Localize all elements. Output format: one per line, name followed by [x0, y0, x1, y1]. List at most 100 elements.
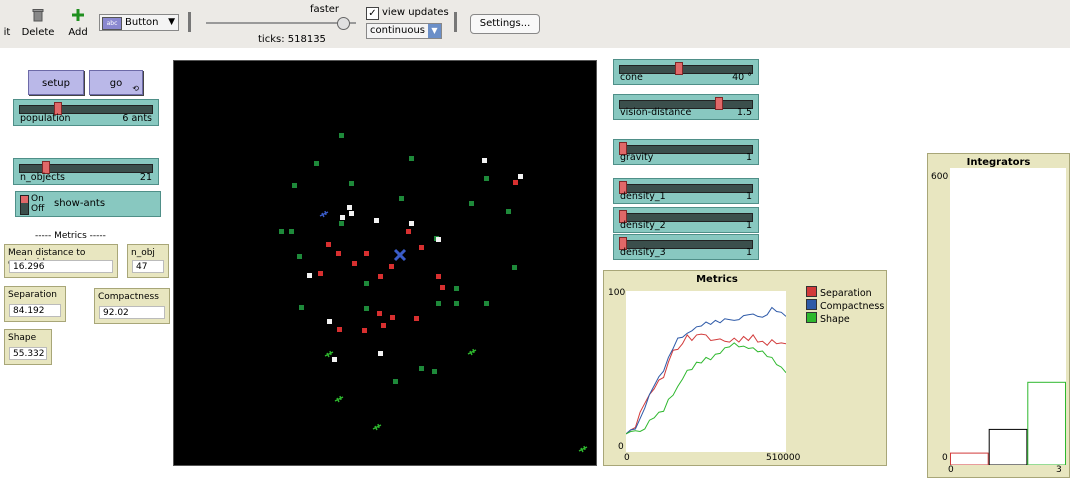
- switch-off-label: Off: [31, 204, 45, 214]
- vision-distance-slider[interactable]: vision-distance 1.5: [613, 94, 759, 120]
- world-view[interactable]: [173, 60, 597, 466]
- density-2-slider[interactable]: density_2 1: [613, 207, 759, 233]
- world-patch: [314, 161, 319, 166]
- world-patch: [340, 215, 345, 220]
- slider-thumb[interactable]: [619, 237, 627, 250]
- world-patch: [378, 351, 383, 356]
- integrators-plot[interactable]: Integrators 600 0 0 3: [927, 153, 1070, 478]
- world-patch: [406, 229, 411, 234]
- plot-title: Metrics: [696, 274, 738, 285]
- world-patch: [362, 328, 367, 333]
- slider-name: vision-distance: [620, 107, 692, 118]
- world-patch: [318, 271, 323, 276]
- slider-name: density_1: [620, 191, 666, 202]
- metrics-header-note: ----- Metrics -----: [35, 231, 106, 241]
- widget-chooser-value: Button: [125, 17, 159, 28]
- widget-chooser[interactable]: abc Button ▼: [99, 14, 179, 31]
- slider-thumb[interactable]: [619, 210, 627, 223]
- monitor-value: 16.296: [9, 260, 113, 273]
- y-tick-label: 0: [618, 442, 624, 452]
- shape-monitor: Shape 55.332: [4, 329, 52, 365]
- separation-monitor: Separation 84.192: [4, 286, 66, 322]
- ant-turtle: [467, 348, 477, 356]
- switch-toggle[interactable]: [20, 195, 29, 215]
- world-patch: [307, 273, 312, 278]
- cone-slider[interactable]: cone 40 °: [613, 59, 759, 85]
- view-updates-checkbox[interactable]: ✓: [366, 7, 379, 20]
- slider-name: population: [20, 113, 71, 124]
- world-patch: [393, 379, 398, 384]
- n-obj-monitor: n_obj 47: [127, 244, 169, 278]
- chevron-down-icon: ▼: [428, 24, 441, 38]
- go-button[interactable]: go ⟲: [89, 70, 143, 95]
- settings-button[interactable]: Settings...: [470, 14, 540, 34]
- slider-thumb[interactable]: [619, 181, 627, 194]
- world-patch: [279, 229, 284, 234]
- population-slider[interactable]: population 6 ants: [13, 99, 159, 126]
- y-tick-label: 100: [608, 288, 626, 298]
- setup-button[interactable]: setup: [28, 70, 84, 95]
- world-patch: [339, 133, 344, 138]
- ant-turtle: [578, 445, 588, 453]
- legend-label: Shape: [820, 314, 850, 325]
- slider-thumb[interactable]: [42, 161, 51, 174]
- world-patch: [297, 254, 302, 259]
- world-patch: [436, 274, 441, 279]
- update-mode-dropdown[interactable]: continuous ▼: [366, 23, 442, 39]
- speed-slider-thumb[interactable]: [337, 17, 350, 30]
- slider-name: gravity: [620, 152, 654, 163]
- speed-label: faster: [310, 4, 340, 15]
- gravity-slider[interactable]: gravity 1: [613, 139, 759, 165]
- speed-slider[interactable]: [206, 17, 356, 30]
- slider-name: cone: [620, 72, 643, 83]
- world-patch: [482, 158, 487, 163]
- world-patch: [327, 319, 332, 324]
- slider-thumb[interactable]: [619, 142, 627, 155]
- legend-swatch: [806, 286, 817, 297]
- slider-value: 21: [139, 172, 152, 183]
- switch-knob: [21, 196, 28, 203]
- density-3-slider[interactable]: density_3 1: [613, 234, 759, 260]
- update-mode-value: continuous: [370, 25, 425, 36]
- metrics-plot[interactable]: Metrics 100 0 0 510000 Separation Compac…: [603, 270, 887, 466]
- ants-layer: [319, 210, 588, 453]
- world-patch: [299, 305, 304, 310]
- legend-swatch: [806, 299, 817, 310]
- go-label: go: [109, 78, 123, 89]
- add-button[interactable]: Add: [62, 6, 94, 40]
- toolbar-separator: [188, 12, 191, 32]
- mean-distance-monitor: Mean distance to centroid 16.296: [4, 244, 118, 278]
- delete-button[interactable]: Delete: [20, 6, 56, 40]
- world-patch: [440, 285, 445, 290]
- world-patch: [419, 366, 424, 371]
- monitor-name: n_obj: [131, 248, 155, 258]
- histogram-area: [950, 168, 1066, 465]
- slider-value: 1.5: [736, 107, 752, 118]
- slider-track: [619, 65, 753, 74]
- view-updates-label: view updates: [382, 7, 449, 18]
- toolbar: it Delete Add abc Button ▼ faster ticks:…: [0, 0, 1070, 48]
- histogram-bar: [950, 452, 989, 465]
- show-ants-switch[interactable]: On Off show-ants: [15, 191, 161, 217]
- world-patch: [454, 301, 459, 306]
- compactness-monitor: Compactness 92.02: [94, 288, 170, 324]
- density-1-slider[interactable]: density_1 1: [613, 178, 759, 204]
- slider-thumb[interactable]: [53, 102, 62, 115]
- centroid-marker: [393, 248, 407, 262]
- slider-thumb[interactable]: [675, 62, 684, 75]
- monitor-name: Compactness: [98, 292, 159, 302]
- world-patch: [506, 209, 511, 214]
- n-objects-slider[interactable]: n_objects 21: [13, 158, 159, 185]
- slider-thumb[interactable]: [715, 97, 723, 110]
- histogram-bar: [1027, 381, 1066, 465]
- world-patch: [378, 274, 383, 279]
- slider-value: 1: [745, 152, 752, 163]
- button-widget-icon: abc: [102, 17, 122, 30]
- legend-compactness: Compactness: [806, 299, 884, 312]
- slider-value: 1: [745, 191, 752, 202]
- edit-button[interactable]: it: [0, 6, 14, 40]
- slider-track: [619, 100, 753, 109]
- x-tick-label: 0: [624, 453, 630, 463]
- world-patch: [326, 242, 331, 247]
- world-patch: [347, 205, 352, 210]
